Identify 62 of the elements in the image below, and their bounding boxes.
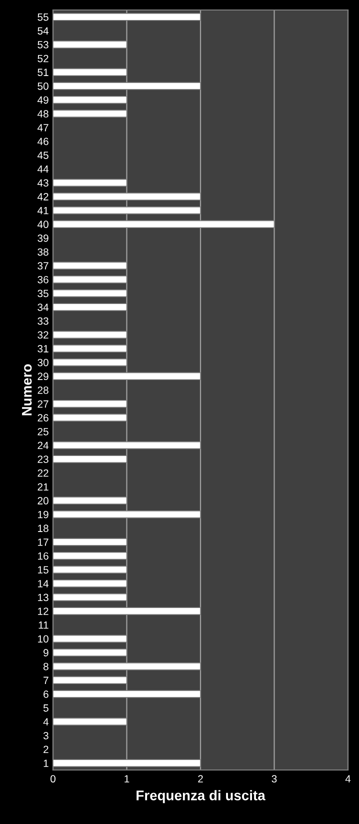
y-tick-label: 14 <box>38 580 49 588</box>
y-tick-label: 41 <box>37 206 48 214</box>
y-tick-label: 32 <box>38 331 48 339</box>
y-tick-label: 33 <box>38 317 48 325</box>
y-tick-label: 5 <box>43 704 48 712</box>
y-tick-label: 31 <box>38 345 48 352</box>
y-tick-label: 20 <box>38 497 48 504</box>
x-tick-label: 3 <box>272 775 277 783</box>
y-tick-label: 21 <box>38 483 48 490</box>
y-tick-label: 30 <box>38 358 48 366</box>
y-tick-label: 7 <box>44 676 48 684</box>
y-tick-label: 42 <box>37 193 48 200</box>
y-tick-label: 2 <box>44 746 48 754</box>
y-tick-label: 6 <box>44 690 48 698</box>
y-tick-label: 10 <box>38 635 48 643</box>
y-tick-label: 36 <box>38 276 48 284</box>
y-tick-label: 19 <box>38 510 48 518</box>
y-tick-label: 27 <box>38 400 48 408</box>
y-tick-label: 11 <box>38 622 48 629</box>
y-tick-label: 48 <box>37 110 48 118</box>
y-tick-label: 34 <box>38 304 49 311</box>
y-tick-label: 16 <box>38 552 48 560</box>
y-tick-label: 1 <box>44 760 48 767</box>
x-tick-label: 0 <box>50 775 56 783</box>
y-tick-label: 4 <box>43 718 49 726</box>
y-tick-label: 25 <box>38 428 48 436</box>
y-tick-label: 13 <box>38 594 48 602</box>
y-tick-label: 23 <box>38 456 48 463</box>
y-tick-label: 43 <box>37 179 48 187</box>
x-tick-label: 4 <box>345 775 351 782</box>
y-tick-label: 3 <box>43 732 48 740</box>
y-tick-label: 22 <box>38 469 48 477</box>
y-tick-label: 38 <box>38 248 48 256</box>
y-tick-label: 37 <box>38 262 48 270</box>
y-tick-label: 28 <box>38 386 48 394</box>
y-tick-label: 49 <box>37 96 48 104</box>
y-tick-label: 52 <box>38 54 48 62</box>
y-tick-label: 15 <box>38 566 48 574</box>
x-tick-label: 2 <box>198 775 203 782</box>
y-tick-label: 18 <box>38 524 48 532</box>
y-tick-label: 12 <box>38 608 48 615</box>
y-tick-label: 29 <box>38 372 48 380</box>
y-tick-label: 26 <box>38 414 48 422</box>
y-tick-label: 53 <box>38 41 48 48</box>
y-tick-label: 50 <box>38 82 48 90</box>
y-tick-label: 47 <box>37 124 48 132</box>
x-tick-label: 1 <box>124 775 130 782</box>
y-tick-label: 8 <box>43 662 48 670</box>
y-tick-label: 39 <box>38 234 48 242</box>
y-axis-title: Numero <box>22 364 32 416</box>
y-tick-label: 40 <box>37 220 48 228</box>
x-axis-title: Frequenza di uscita <box>136 790 266 804</box>
y-tick-label: 55 <box>38 14 48 21</box>
y-tick-label: 9 <box>44 649 48 656</box>
y-tick-label: 54 <box>38 27 49 35</box>
y-tick-label: 46 <box>37 138 48 146</box>
y-tick-label: 51 <box>38 68 48 76</box>
y-tick-label: 35 <box>38 290 48 298</box>
y-tick-label: 44 <box>37 166 49 173</box>
y-tick-label: 24 <box>38 442 49 450</box>
y-tick-label: 45 <box>37 152 48 159</box>
y-tick-label: 17 <box>38 538 48 546</box>
